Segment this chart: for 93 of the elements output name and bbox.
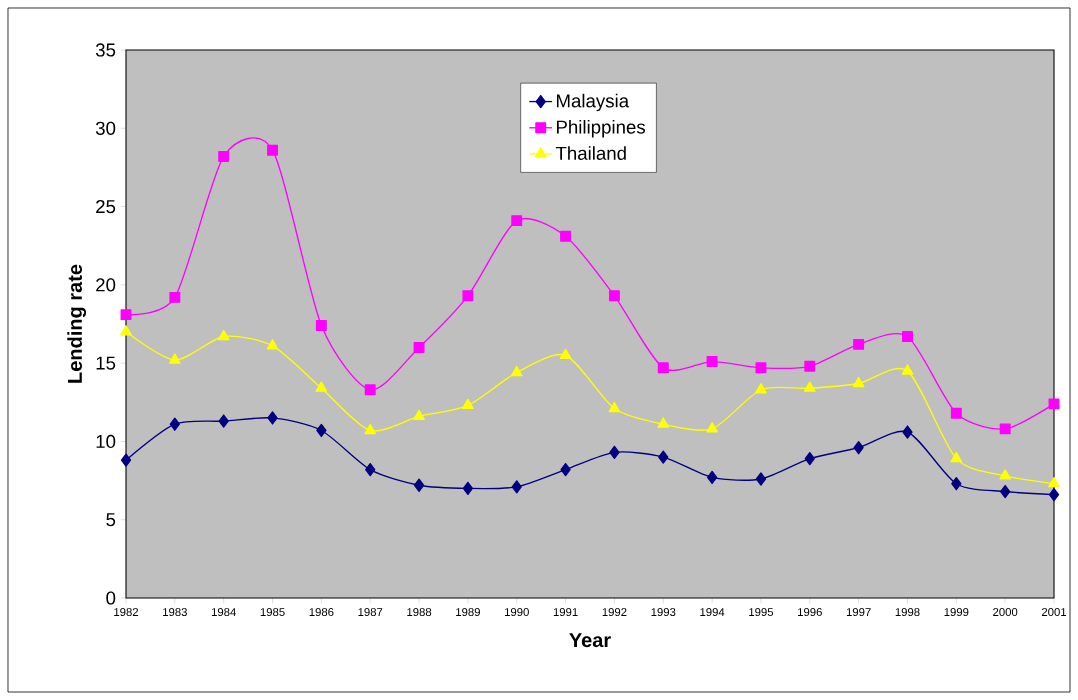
point — [365, 462, 376, 477]
x-tick-label: 1984 — [211, 608, 236, 617]
point — [462, 398, 474, 410]
x-tick-label: 1995 — [749, 608, 774, 617]
y-tick-label: 0 — [106, 591, 116, 605]
point — [608, 290, 620, 302]
point — [1048, 477, 1060, 488]
point — [218, 151, 230, 162]
x-tick-label: 1983 — [163, 608, 187, 617]
x-tick-label: 1985 — [260, 608, 285, 617]
x-axis-title: Year — [569, 633, 611, 648]
point — [902, 331, 913, 342]
legend-label: Malaysia — [556, 93, 630, 112]
point — [316, 423, 327, 438]
x-tick-label: 1998 — [895, 608, 920, 617]
x-tick-label: 1987 — [358, 608, 383, 617]
point — [560, 230, 572, 242]
x-tick-label: 1990 — [504, 608, 529, 617]
y-tick-label: 35 — [95, 43, 116, 57]
point — [803, 381, 816, 392]
point — [511, 480, 522, 494]
x-tick-label: 1994 — [700, 608, 725, 617]
point — [999, 423, 1011, 435]
x-tick-label: 2000 — [993, 608, 1018, 617]
point — [218, 414, 229, 428]
x-tick-label: 1982 — [114, 608, 139, 617]
point — [999, 469, 1012, 480]
point — [413, 478, 425, 492]
point — [999, 484, 1011, 499]
point — [706, 422, 718, 433]
point — [462, 481, 474, 496]
point — [609, 445, 620, 460]
point — [804, 360, 816, 372]
point — [804, 451, 815, 466]
y-tick-label: 15 — [96, 356, 116, 370]
point — [755, 472, 767, 486]
point — [169, 417, 181, 431]
x-tick-label: 1996 — [798, 608, 822, 617]
point — [902, 425, 913, 439]
point — [706, 356, 718, 368]
point — [120, 453, 132, 467]
legend-label: Philippines — [556, 120, 646, 138]
x-tick-label: 1988 — [407, 608, 432, 617]
point — [217, 329, 230, 341]
x-tick-label: 1997 — [846, 608, 871, 617]
point — [950, 407, 962, 419]
y-tick-label: 5 — [106, 513, 116, 527]
point — [120, 309, 132, 321]
point — [413, 409, 425, 421]
point — [267, 411, 278, 425]
y-axis-title: Lending rate — [67, 264, 87, 383]
y-tick-label: 25 — [96, 199, 116, 214]
point — [315, 320, 327, 332]
x-tick-label: 2001 — [1041, 608, 1067, 617]
point — [413, 342, 425, 353]
point — [755, 383, 767, 394]
point — [755, 362, 767, 374]
point — [169, 291, 181, 303]
y-tick-label: 10 — [96, 434, 116, 449]
point — [608, 401, 621, 413]
point — [511, 215, 523, 227]
point — [364, 384, 376, 396]
point — [657, 417, 670, 428]
point — [706, 470, 718, 485]
legend-label: Thailand — [555, 146, 626, 160]
point — [364, 423, 377, 435]
point — [1048, 487, 1060, 502]
point — [657, 362, 669, 374]
x-tick-label: 1991 — [553, 608, 578, 617]
x-tick-label: 1993 — [651, 608, 676, 617]
point — [901, 364, 914, 375]
y-tick-label: 20 — [96, 278, 116, 292]
point — [853, 338, 865, 350]
point — [951, 477, 962, 491]
point — [1048, 398, 1060, 410]
point — [120, 325, 132, 336]
x-tick-label: 1992 — [602, 608, 627, 617]
point — [950, 451, 963, 463]
point — [168, 353, 181, 364]
x-tick-label: 1999 — [944, 608, 969, 617]
x-tick-label: 1989 — [456, 608, 480, 617]
y-tick-label: 30 — [95, 121, 116, 135]
point — [852, 376, 865, 388]
point — [510, 365, 523, 377]
point — [462, 290, 474, 302]
point — [315, 381, 328, 392]
point — [658, 450, 669, 464]
point — [559, 348, 572, 359]
point — [266, 339, 279, 350]
point — [560, 462, 571, 477]
point — [267, 144, 278, 156]
point — [853, 441, 864, 455]
x-tick-label: 1986 — [309, 608, 334, 617]
